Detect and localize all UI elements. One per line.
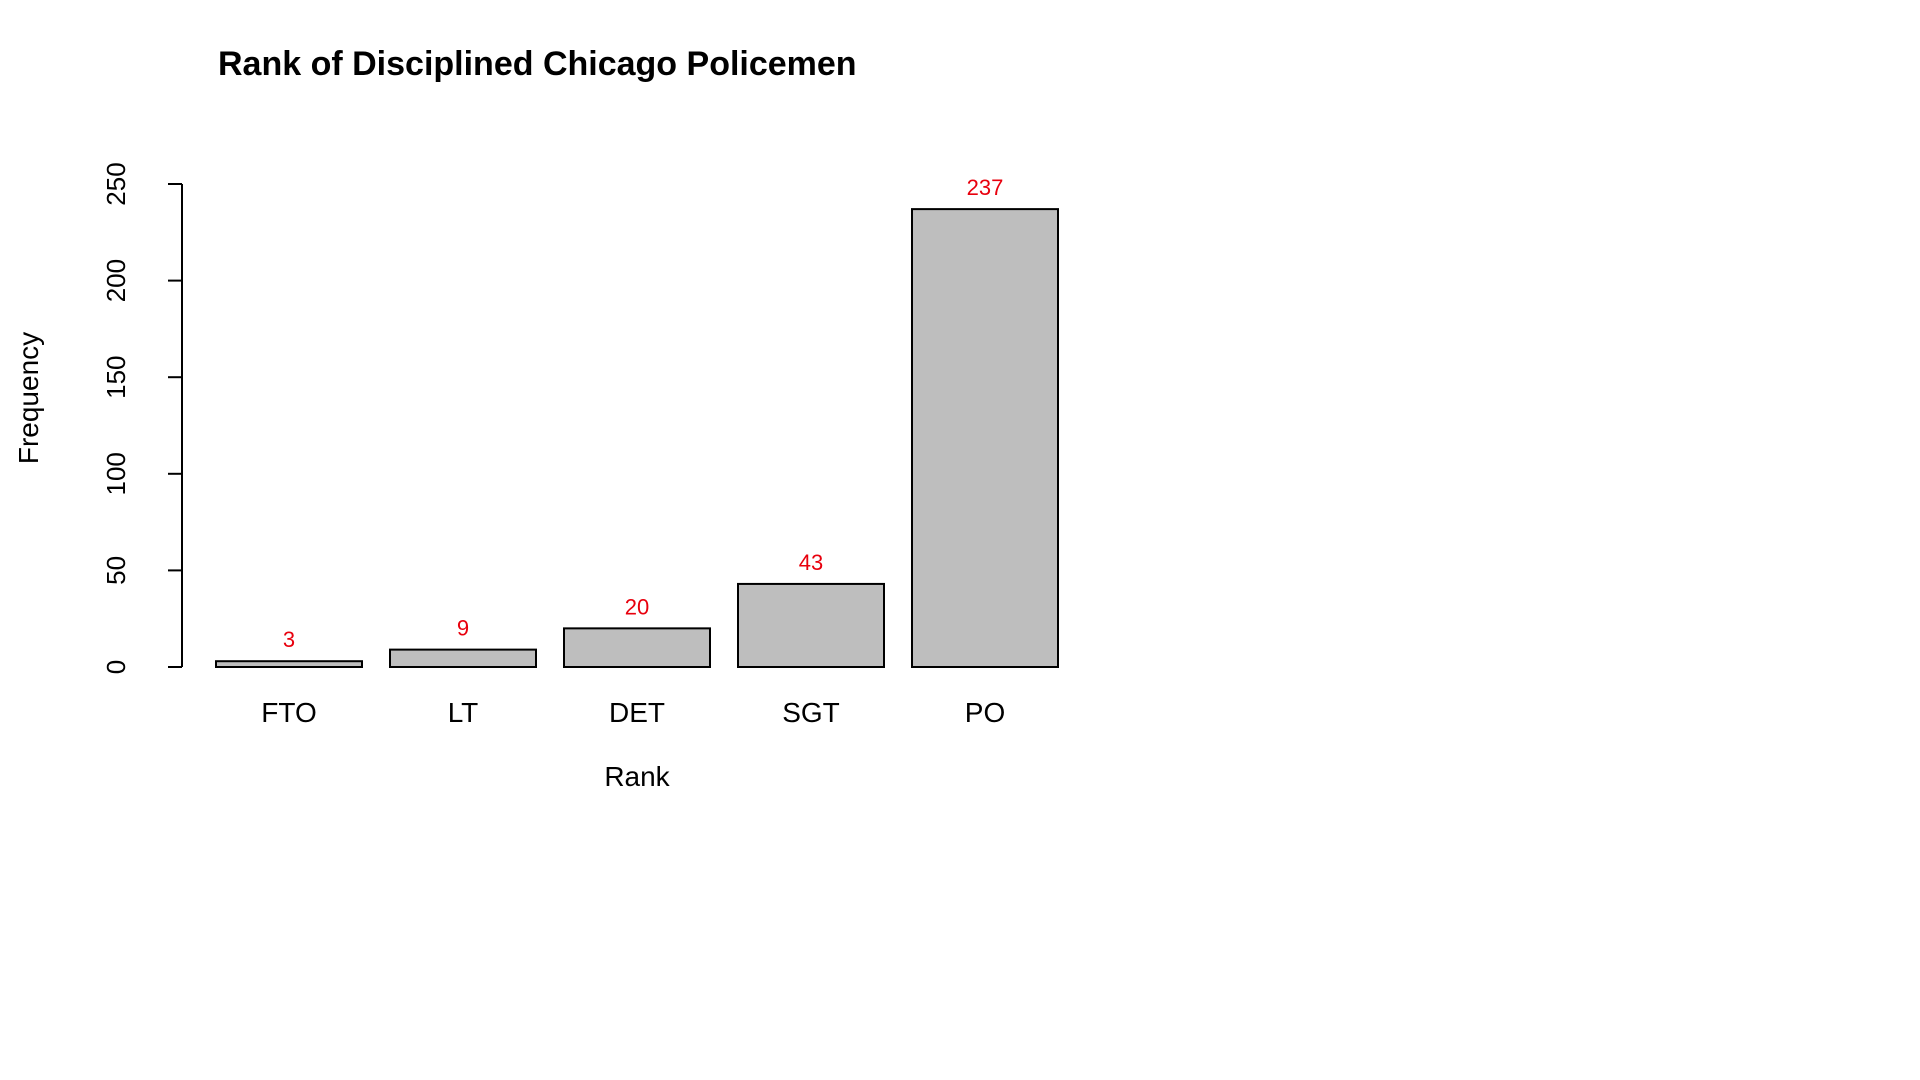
x-tick-label: LT xyxy=(448,697,479,728)
y-tick-label: 50 xyxy=(101,556,131,585)
bar-data-label: 3 xyxy=(283,627,295,652)
y-axis-label: Frequency xyxy=(13,332,44,464)
x-axis-label: Rank xyxy=(604,761,670,792)
bar-data-label: 20 xyxy=(625,594,649,619)
bar xyxy=(911,208,1059,668)
y-axis: 0 50 100 150 200 250 xyxy=(101,162,183,674)
x-tick-label: PO xyxy=(965,697,1005,728)
x-tick-label: DET xyxy=(609,697,665,728)
bar xyxy=(563,627,711,668)
bar xyxy=(215,660,363,668)
bars: 3 9 20 43 237 xyxy=(215,175,1059,669)
x-tick-label: SGT xyxy=(782,697,840,728)
x-tick-label: FTO xyxy=(261,697,316,728)
y-tick-label: 0 xyxy=(101,660,131,674)
y-tick-label: 100 xyxy=(101,452,131,495)
bar-data-label: 237 xyxy=(967,175,1004,200)
y-tick-label: 200 xyxy=(101,259,131,302)
y-tick-label: 250 xyxy=(101,162,131,205)
y-tick-label: 150 xyxy=(101,356,131,399)
bar xyxy=(389,648,537,668)
chart-title: Rank of Disciplined Chicago Policemen xyxy=(218,45,857,83)
bar xyxy=(737,582,885,669)
bar-data-label: 9 xyxy=(457,616,469,641)
bar-data-label: 43 xyxy=(799,550,823,575)
x-axis-tick-labels: FTO LT DET SGT PO xyxy=(261,697,1005,728)
